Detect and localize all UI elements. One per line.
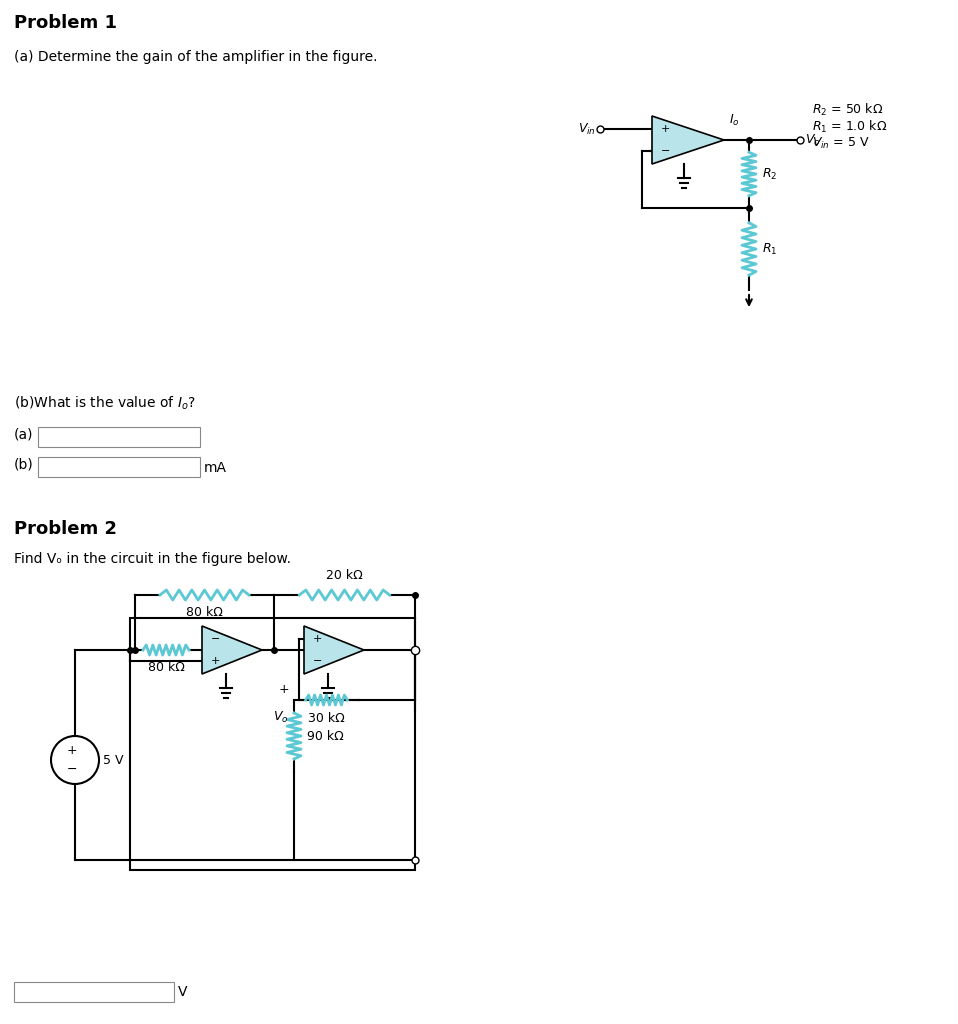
Text: $R_1$ = 1.0 k$\Omega$: $R_1$ = 1.0 k$\Omega$: [812, 119, 887, 135]
Text: 90 kΩ: 90 kΩ: [307, 729, 344, 742]
Text: +: +: [67, 744, 78, 758]
Text: +: +: [211, 656, 220, 666]
Text: Problem 1: Problem 1: [14, 14, 117, 32]
Text: V: V: [178, 985, 188, 999]
Text: 30 kΩ: 30 kΩ: [308, 712, 345, 725]
Text: (b)What is the value of $I_o$?: (b)What is the value of $I_o$?: [14, 395, 196, 413]
FancyBboxPatch shape: [38, 457, 200, 477]
Text: +: +: [279, 683, 289, 696]
Text: −: −: [211, 634, 220, 644]
Polygon shape: [652, 116, 724, 164]
Text: (a): (a): [14, 428, 34, 442]
Text: (a) Determine the gain of the amplifier in the figure.: (a) Determine the gain of the amplifier …: [14, 50, 377, 63]
Text: $V_{in}$: $V_{in}$: [578, 122, 596, 136]
Text: Problem 2: Problem 2: [14, 520, 117, 538]
Text: $V_o$: $V_o$: [805, 132, 820, 147]
Text: −: −: [661, 146, 671, 156]
Text: −: −: [67, 763, 78, 775]
Text: 80 kΩ: 80 kΩ: [186, 606, 223, 618]
Text: mA: mA: [204, 461, 227, 475]
FancyBboxPatch shape: [14, 982, 174, 1002]
Text: +: +: [313, 634, 323, 644]
Text: Find Vₒ in the circuit in the figure below.: Find Vₒ in the circuit in the figure bel…: [14, 552, 291, 566]
Text: $R_2$ = 50 k$\Omega$: $R_2$ = 50 k$\Omega$: [812, 102, 883, 118]
Text: (b): (b): [14, 458, 34, 472]
Polygon shape: [304, 626, 364, 674]
Text: $V_o$: $V_o$: [273, 710, 289, 725]
Text: $V_{in}$ = 5 V: $V_{in}$ = 5 V: [812, 136, 870, 152]
Text: $R_1$: $R_1$: [762, 242, 778, 257]
Text: $R_2$: $R_2$: [762, 167, 777, 181]
Text: +: +: [661, 124, 671, 134]
Polygon shape: [202, 626, 262, 674]
FancyBboxPatch shape: [38, 427, 200, 447]
Text: 80 kΩ: 80 kΩ: [148, 662, 185, 674]
Text: −: −: [313, 656, 323, 666]
Text: $I_o$: $I_o$: [729, 113, 740, 128]
Text: 5 V: 5 V: [103, 754, 124, 767]
Text: 20 kΩ: 20 kΩ: [326, 569, 363, 582]
